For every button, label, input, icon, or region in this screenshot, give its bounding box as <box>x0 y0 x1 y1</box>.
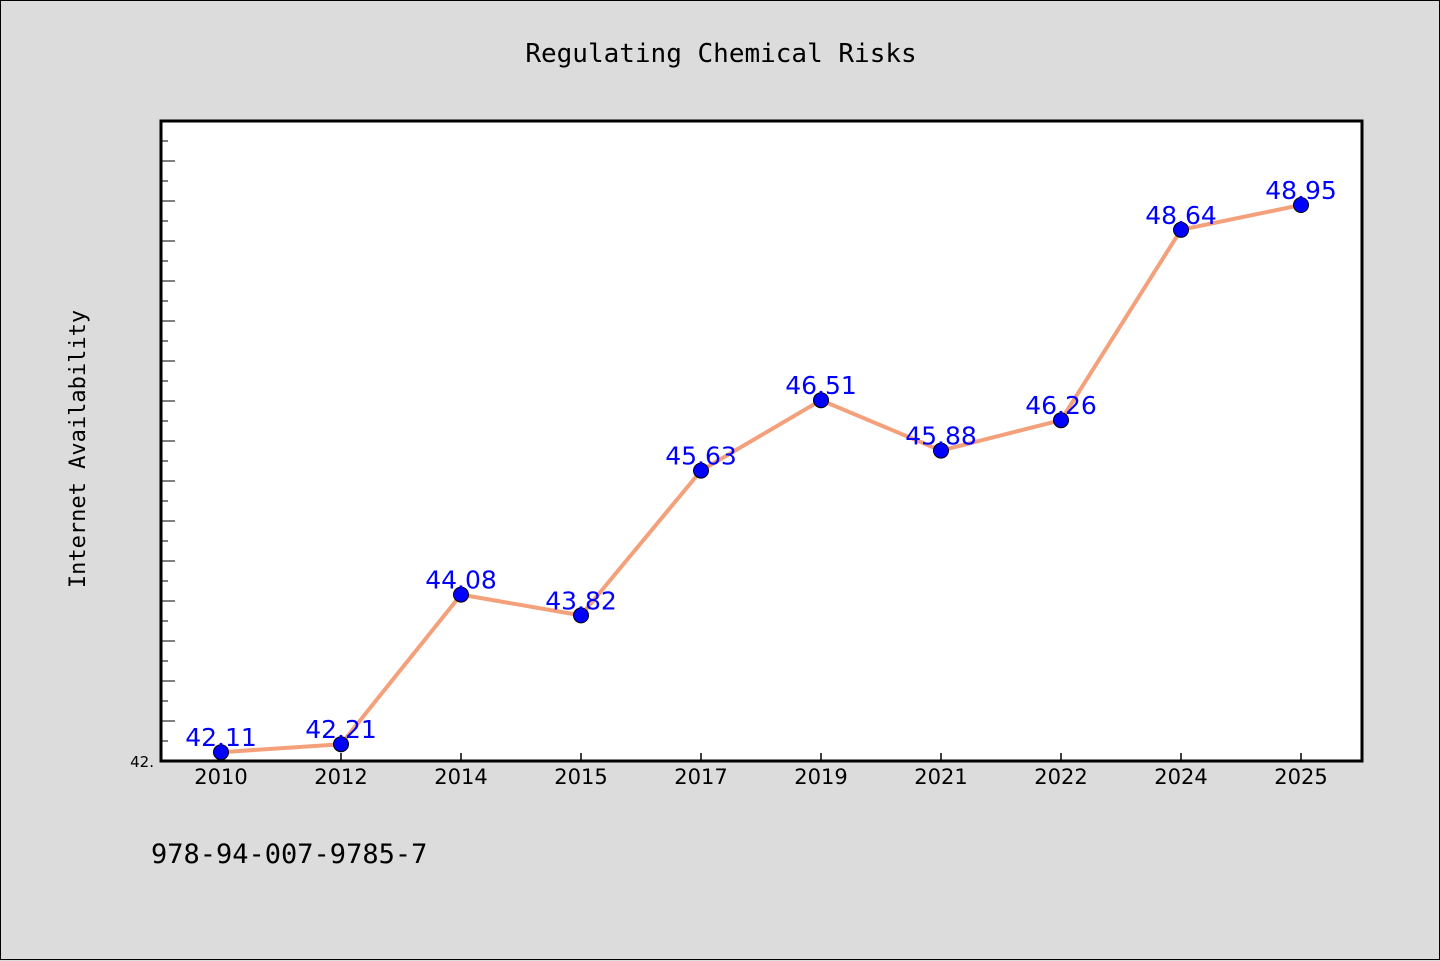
x-tick-label: 2024 <box>1154 765 1207 789</box>
data-label: 43.82 <box>545 586 617 615</box>
y-axis-ticks: 42. <box>130 120 175 771</box>
footer-code: 978-94-007-9785-7 <box>151 839 427 870</box>
data-label: 44.08 <box>425 566 497 595</box>
x-tick-label: 2012 <box>314 765 367 789</box>
data-point <box>1293 197 1309 213</box>
data-label: 45.88 <box>905 422 977 451</box>
data-point <box>1053 412 1069 429</box>
data-label: 48.64 <box>1145 201 1217 230</box>
series-line <box>220 203 1302 755</box>
data-label: 42.11 <box>185 723 257 752</box>
data-point <box>453 586 469 603</box>
x-tick-label: 2017 <box>674 765 727 789</box>
x-tick-label: 2010 <box>194 765 247 789</box>
y-tick-label: 42. <box>130 753 154 771</box>
plot-frame <box>159 119 1364 763</box>
x-tick-label: 2021 <box>914 765 967 789</box>
data-point <box>813 392 829 409</box>
x-tick-label: 2025 <box>1274 765 1327 789</box>
plot-area <box>161 121 1362 761</box>
x-tick-label: 2014 <box>434 765 487 789</box>
x-tick-label: 2019 <box>794 765 847 789</box>
data-labels: 42.11 42.21 44.08 43.82 45.63 46.51 45.88 46.26… <box>185 176 1337 752</box>
series-layer <box>213 197 1309 761</box>
x-tick-label: 2015 <box>554 765 607 789</box>
data-point <box>1173 221 1189 238</box>
data-point <box>693 462 709 479</box>
data-label: 46.51 <box>785 371 857 400</box>
data-label: 42.21 <box>305 715 377 744</box>
chart-title: Regulating Chemical Risks <box>525 39 916 69</box>
data-point <box>933 442 949 459</box>
x-tick-label: 2022 <box>1034 765 1087 789</box>
data-label: 48.95 <box>1265 176 1337 205</box>
data-label: 46.26 <box>1025 391 1097 420</box>
data-label: 45.63 <box>665 442 737 471</box>
data-point <box>573 607 589 624</box>
x-axis-ticks: 2010 2012 2014 2015 2017 2019 2021 2022 2024 2025 <box>194 753 1328 789</box>
y-axis-label: Internet Availability <box>66 310 91 588</box>
data-point <box>333 736 349 753</box>
